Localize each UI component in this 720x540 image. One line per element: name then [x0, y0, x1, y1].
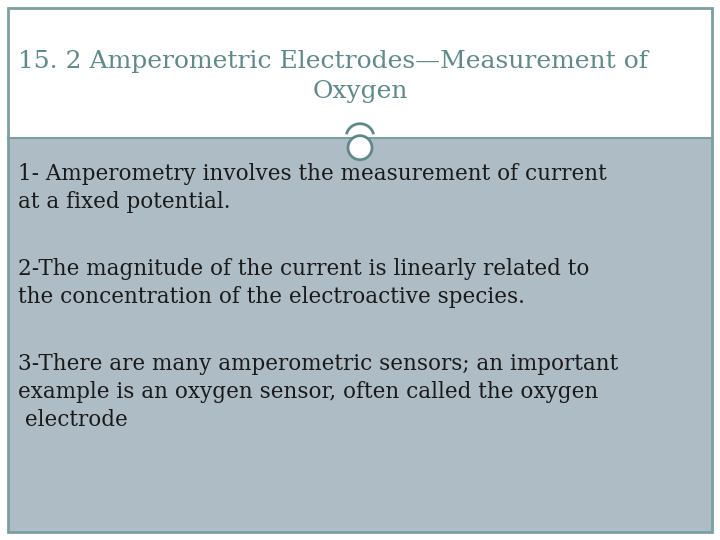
Text: 2-The magnitude of the current is linearly related to
the concentration of the e: 2-The magnitude of the current is linear… — [18, 258, 590, 308]
Text: 15. 2 Amperometric Electrodes—Measurement of: 15. 2 Amperometric Electrodes—Measuremen… — [18, 50, 648, 73]
FancyBboxPatch shape — [8, 138, 712, 532]
Text: 3-There are many amperometric sensors; an important
example is an oxygen sensor,: 3-There are many amperometric sensors; a… — [18, 353, 618, 430]
Text: Oxygen: Oxygen — [312, 80, 408, 103]
Circle shape — [348, 136, 372, 160]
Text: 1- Amperometry involves the measurement of current
at a fixed potential.: 1- Amperometry involves the measurement … — [18, 163, 607, 213]
